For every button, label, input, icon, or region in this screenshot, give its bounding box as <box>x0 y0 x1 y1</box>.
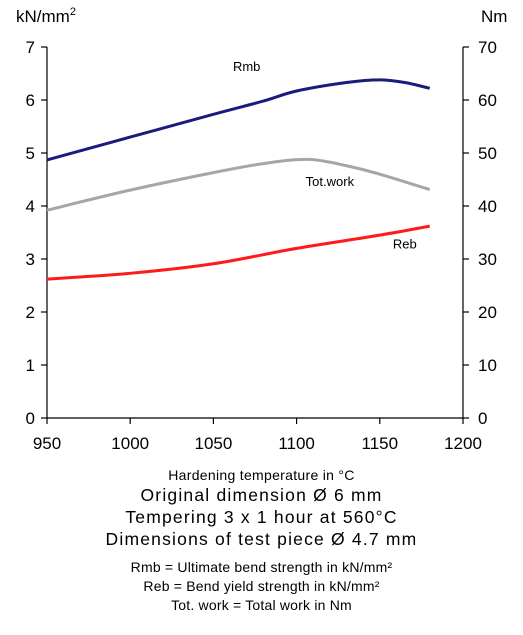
left-tick-label: 0 <box>26 409 35 428</box>
x-tick-label: 1200 <box>444 434 482 453</box>
series-label-reb: Reb <box>393 236 417 251</box>
original-dimension-note: Original dimension Ø 6 mm <box>140 485 383 505</box>
right-axis-unit: Nm <box>481 7 507 26</box>
series-label-tot-work: Tot.work <box>306 174 355 189</box>
right-tick-label: 30 <box>478 250 497 269</box>
right-tick-label: 20 <box>478 303 497 322</box>
left-tick-label: 5 <box>26 144 35 163</box>
right-tick-label: 50 <box>478 144 497 163</box>
x-tick-label: 1100 <box>278 434 315 453</box>
left-tick-label: 3 <box>26 250 35 269</box>
left-tick-label: 6 <box>26 91 35 110</box>
left-tick-label: 7 <box>26 38 35 57</box>
legend-reb: Reb = Bend yield strength in kN/mm² <box>143 578 380 594</box>
right-tick-label: 0 <box>478 409 487 428</box>
captions: Hardening temperature in °C Original dim… <box>0 466 523 615</box>
x-axis-title: Hardening temperature in °C <box>168 467 355 483</box>
series-label-rmb: Rmb <box>233 59 260 74</box>
series-line-reb <box>46 224 430 281</box>
test-piece-note: Dimensions of test piece Ø 4.7 mm <box>105 529 418 549</box>
left-tick-label: 4 <box>26 197 35 216</box>
left-tick-label: 1 <box>26 356 35 375</box>
legend-totwork: Tot. work = Total work in Nm <box>171 597 352 613</box>
tempering-note: Tempering 3 x 1 hour at 560°C <box>125 507 398 527</box>
series-lines <box>46 78 431 281</box>
right-tick-label: 60 <box>478 91 497 110</box>
right-tick-label: 70 <box>478 38 497 57</box>
left-axis-unit: kN/mm2 <box>16 6 76 26</box>
x-tick-label: 1000 <box>111 434 149 453</box>
left-tick-label: 2 <box>26 303 35 322</box>
x-tick-label: 1050 <box>194 434 232 453</box>
legend-rmb: Rmb = Ultimate bend strength in kN/mm² <box>130 559 393 575</box>
series-labels: Rmb Tot.work Reb <box>233 59 417 252</box>
right-tick-label: 40 <box>478 197 497 216</box>
series-line-rmb <box>46 78 431 162</box>
x-tick-label: 1150 <box>362 434 399 453</box>
x-tick-label: 950 <box>33 434 61 453</box>
right-tick-label: 10 <box>478 356 497 375</box>
series-line-tot-work <box>46 157 431 212</box>
